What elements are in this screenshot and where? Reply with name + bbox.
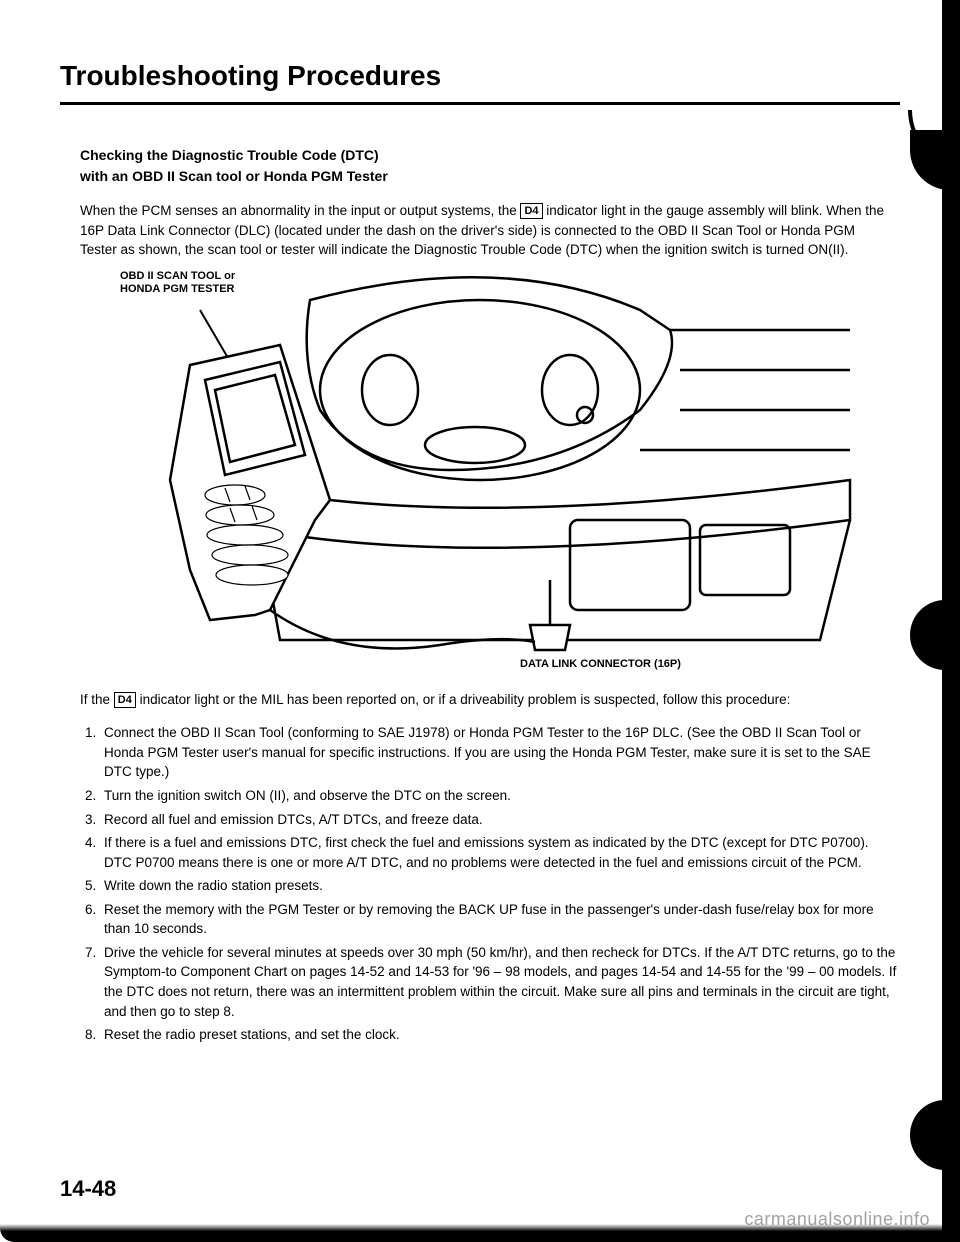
intro-text-1: When the PCM senses an abnormality in th… xyxy=(80,203,520,218)
diagram-label-dlc: DATA LINK CONNECTOR (16P) xyxy=(520,658,681,670)
step-6: Reset the memory with the PGM Tester or … xyxy=(100,900,900,939)
diagram-label-scantool-l1: OBD II SCAN TOOL or xyxy=(120,270,235,282)
section-heading: Checking the Diagnostic Trouble Code (DT… xyxy=(80,145,900,187)
page-title: Troubleshooting Procedures xyxy=(60,60,900,92)
step-7: Drive the vehicle for several minutes at… xyxy=(100,943,900,1021)
dashboard-diagram: OBD II SCAN TOOL or HONDA PGM TESTER xyxy=(80,270,880,670)
diagram-label-scantool-l2: HONDA PGM TESTER xyxy=(120,283,235,295)
step-8: Reset the radio preset stations, and set… xyxy=(100,1025,900,1045)
procedure-steps: Connect the OBD II Scan Tool (conforming… xyxy=(80,723,900,1044)
manual-page: Troubleshooting Procedures Checking the … xyxy=(0,0,960,1242)
title-rule xyxy=(60,102,900,105)
step-3: Record all fuel and emission DTCs, A/T D… xyxy=(100,810,900,830)
d4-indicator-icon: D4 xyxy=(520,203,542,219)
post-diagram-pre: If the xyxy=(80,692,114,707)
step-1: Connect the OBD II Scan Tool (conforming… xyxy=(100,723,900,782)
section-heading-line2: with an OBD II Scan tool or Honda PGM Te… xyxy=(80,168,388,184)
step-5: Write down the radio station presets. xyxy=(100,876,900,896)
dashboard-svg xyxy=(80,270,860,670)
post-diagram-paragraph: If the D4 indicator light or the MIL has… xyxy=(80,690,880,710)
d4-indicator-icon-2: D4 xyxy=(114,692,136,708)
page-number: 14-48 xyxy=(60,1176,116,1202)
post-diagram-post: indicator light or the MIL has been repo… xyxy=(136,692,791,707)
diagram-label-scantool: OBD II SCAN TOOL or HONDA PGM TESTER xyxy=(120,270,235,296)
intro-paragraph: When the PCM senses an abnormality in th… xyxy=(80,201,890,260)
step-4: If there is a fuel and emissions DTC, fi… xyxy=(100,833,900,872)
section-heading-line1: Checking the Diagnostic Trouble Code (DT… xyxy=(80,147,379,163)
step-2: Turn the ignition switch ON (II), and ob… xyxy=(100,786,900,806)
watermark: carmanualsonline.info xyxy=(744,1209,930,1230)
